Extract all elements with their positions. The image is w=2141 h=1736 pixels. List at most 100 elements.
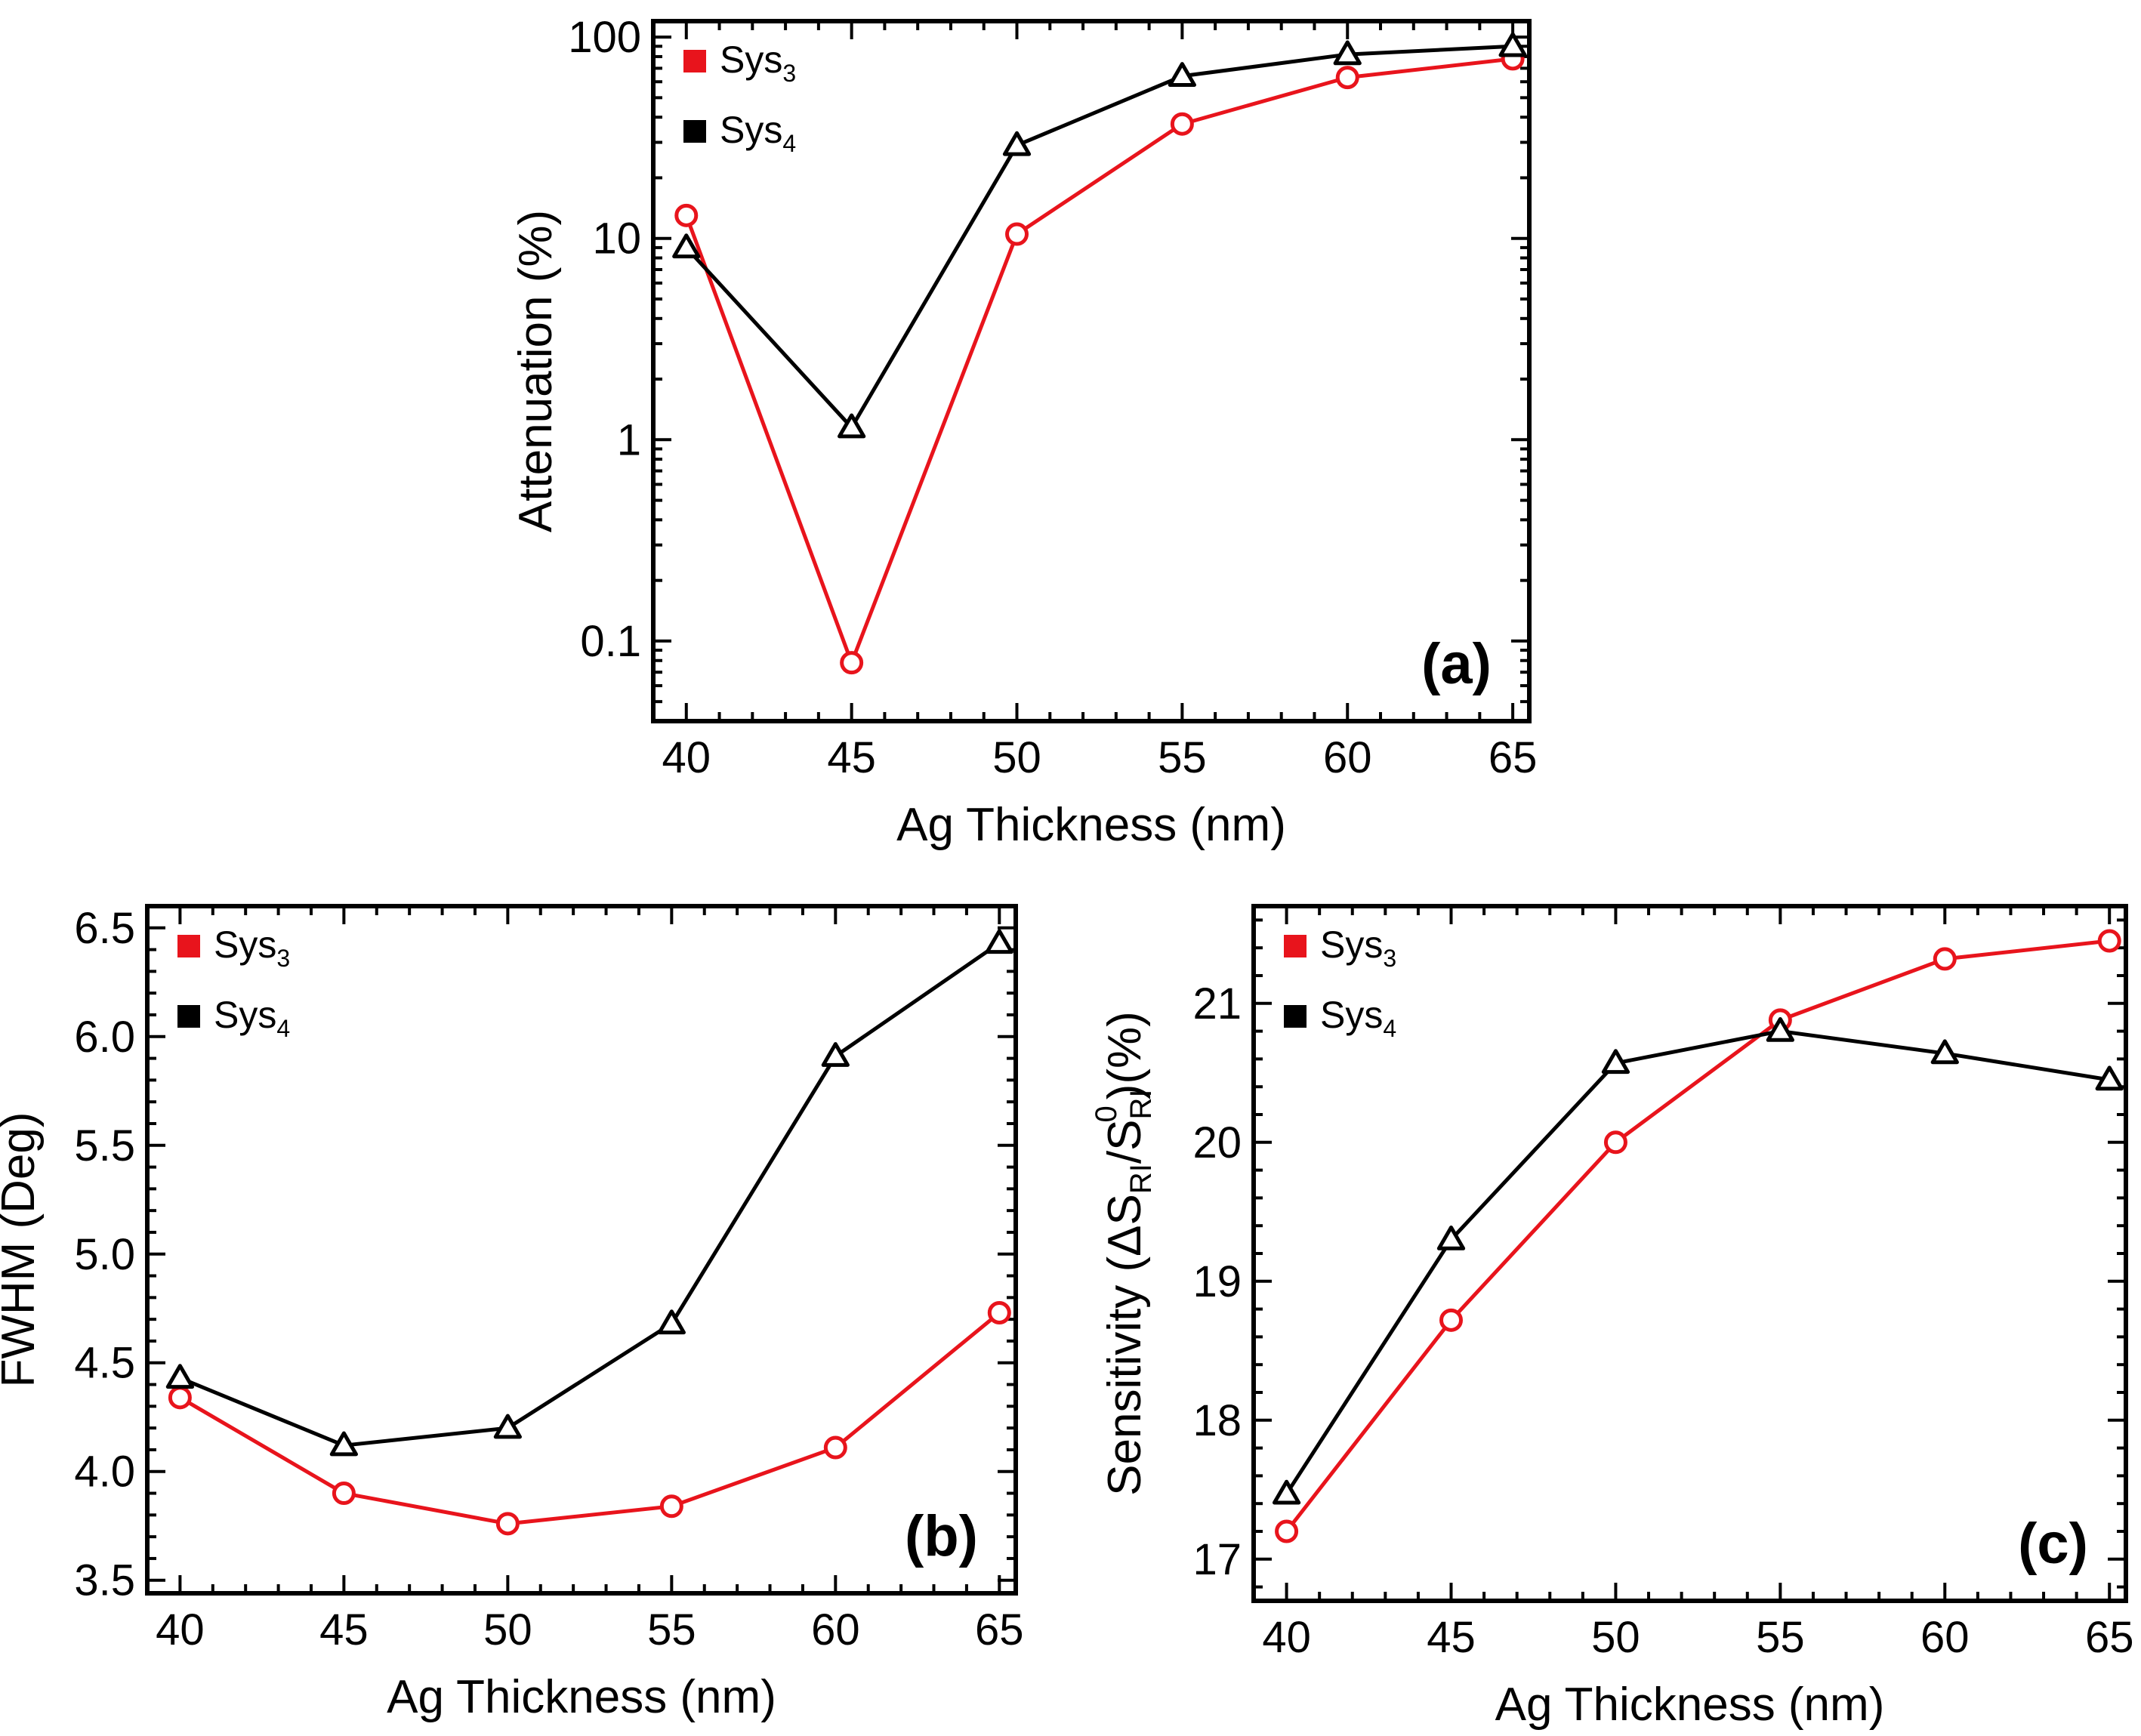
data-point-triangle: [838, 413, 866, 439]
data-point-triangle: [1498, 32, 1527, 57]
data-point-circle: [1335, 66, 1359, 90]
chart-panel-0: 40 45 50 55 60 65 0.1 1 10 100 Ag Thickness (nm) At…: [510, 13, 1537, 851]
data-point-circle: [840, 651, 864, 675]
data-point-triangle: [1436, 1225, 1466, 1250]
data-point-triangle: [821, 1042, 850, 1067]
legend-label: Sys3: [1320, 924, 1396, 972]
x-tick-label: 40: [1262, 1613, 1311, 1662]
x-tick-label: 45: [827, 733, 876, 782]
data-point-triangle: [1272, 1479, 1301, 1505]
legend-swatch: [1284, 935, 1307, 957]
y-tick-label: 18: [1192, 1396, 1242, 1445]
y-tick-label: 17: [1192, 1535, 1242, 1584]
x-tick-label: 60: [811, 1605, 860, 1654]
data-point-circle: [332, 1482, 356, 1506]
y-tick-label: 5.0: [74, 1230, 135, 1279]
data-point-circle: [659, 1494, 683, 1519]
y-tick-label: 4.5: [74, 1339, 135, 1388]
data-point-triangle: [1002, 131, 1032, 156]
x-tick-label: 40: [156, 1605, 205, 1654]
x-tick-label: 45: [319, 1605, 369, 1654]
legend-swatch: [1284, 1005, 1307, 1028]
y-axis-title: Sensitivity (ΔSRI/SRI0)(%): [1090, 1011, 1158, 1496]
y-axis-title: FWHM (Deg): [0, 1112, 45, 1387]
data-point-circle: [1439, 1308, 1464, 1332]
y-tick-label: 4.0: [74, 1448, 135, 1497]
x-tick-label: 55: [1158, 733, 1207, 782]
series-line-0: [179, 1311, 1001, 1526]
x-tick-label: 65: [975, 1605, 1024, 1654]
y-tick-label: 10: [592, 214, 641, 264]
data-point-triangle: [1766, 1016, 1794, 1042]
data-point-circle: [1933, 947, 1957, 971]
data-point-triangle: [1168, 62, 1196, 87]
y-tick-label: 19: [1192, 1257, 1242, 1306]
y-tick-label: 3.5: [74, 1556, 135, 1605]
data-point-circle: [1275, 1519, 1299, 1543]
chart-panel-2: 40 45 50 55 60 65 17 18 19 20 21 Ag Thickness (nm) S…: [1090, 904, 2134, 1731]
y-axis-title: Attenuation (%): [510, 210, 562, 532]
y-tick-label: 100: [568, 13, 641, 62]
data-point-triangle: [493, 1414, 522, 1439]
series-line-1: [1285, 1029, 2110, 1495]
panel-label: (a): [1421, 632, 1492, 696]
data-point-triangle: [165, 1364, 195, 1389]
data-point-circle: [987, 1301, 1011, 1325]
data-point-triangle: [1333, 40, 1362, 66]
legend-swatch: [683, 120, 706, 143]
x-tick-label: 55: [647, 1605, 696, 1654]
x-tick-label: 65: [2085, 1613, 2134, 1662]
x-tick-label: 60: [1323, 733, 1372, 782]
x-tick-label: 60: [1920, 1613, 1970, 1662]
data-point-circle: [823, 1435, 847, 1460]
y-tick-label: 21: [1192, 979, 1242, 1028]
legend-label: Sys3: [214, 924, 290, 972]
x-tick-label: 40: [662, 733, 711, 782]
data-point-circle: [168, 1386, 192, 1410]
x-axis-title: Ag Thickness (nm): [1495, 1679, 1885, 1731]
data-point-circle: [1170, 112, 1194, 136]
series-line-1: [684, 44, 1513, 430]
plot-frame: [651, 19, 1532, 723]
x-axis-title: Ag Thickness (nm): [387, 1671, 776, 1723]
x-tick-label: 45: [1427, 1613, 1476, 1662]
series-line-0: [1285, 939, 2110, 1533]
data-point-triangle: [672, 233, 701, 259]
panel-label: (c): [2018, 1512, 2088, 1576]
x-tick-label: 50: [483, 1605, 532, 1654]
y-tick-label: 6.0: [74, 1013, 135, 1062]
panel-label: (b): [905, 1504, 978, 1568]
series-line-1: [179, 941, 1001, 1448]
data-point-circle: [2097, 929, 2121, 953]
plot-frame: [145, 904, 1018, 1596]
x-tick-label: 50: [1591, 1613, 1640, 1662]
data-point-circle: [674, 203, 699, 227]
legend-label: Sys4: [1320, 994, 1396, 1042]
x-tick-label: 55: [1756, 1613, 1805, 1662]
data-point-triangle: [329, 1431, 358, 1457]
data-point-circle: [1603, 1130, 1627, 1155]
data-point-triangle: [657, 1309, 686, 1335]
x-tick-label: 50: [992, 733, 1041, 782]
legend-label: Sys4: [214, 994, 290, 1042]
y-tick-label: 0.1: [580, 617, 641, 666]
legend-swatch: [177, 1005, 200, 1028]
data-point-circle: [495, 1512, 520, 1536]
y-tick-label: 6.5: [74, 904, 135, 953]
data-point-triangle: [1930, 1039, 1959, 1065]
y-tick-label: 1: [617, 415, 641, 464]
legend-label: Sys3: [720, 39, 796, 87]
data-point-triangle: [985, 929, 1013, 954]
data-point-triangle: [1601, 1049, 1630, 1075]
x-axis-title: Ag Thickness (nm): [896, 799, 1286, 851]
legend-swatch: [177, 935, 200, 957]
plot-frame: [1251, 904, 2128, 1603]
chart-panel-1: 40 45 50 55 60 65 3.5 4.0 4.5 5.0 5.5 6.0 6.5 Ag Thic…: [0, 904, 1024, 1723]
series-line-0: [684, 57, 1513, 665]
data-point-triangle: [2095, 1065, 2124, 1091]
data-point-circle: [1005, 222, 1029, 246]
legend-label: Sys4: [720, 109, 796, 157]
legend-swatch: [683, 50, 706, 72]
x-tick-label: 65: [1489, 733, 1538, 782]
